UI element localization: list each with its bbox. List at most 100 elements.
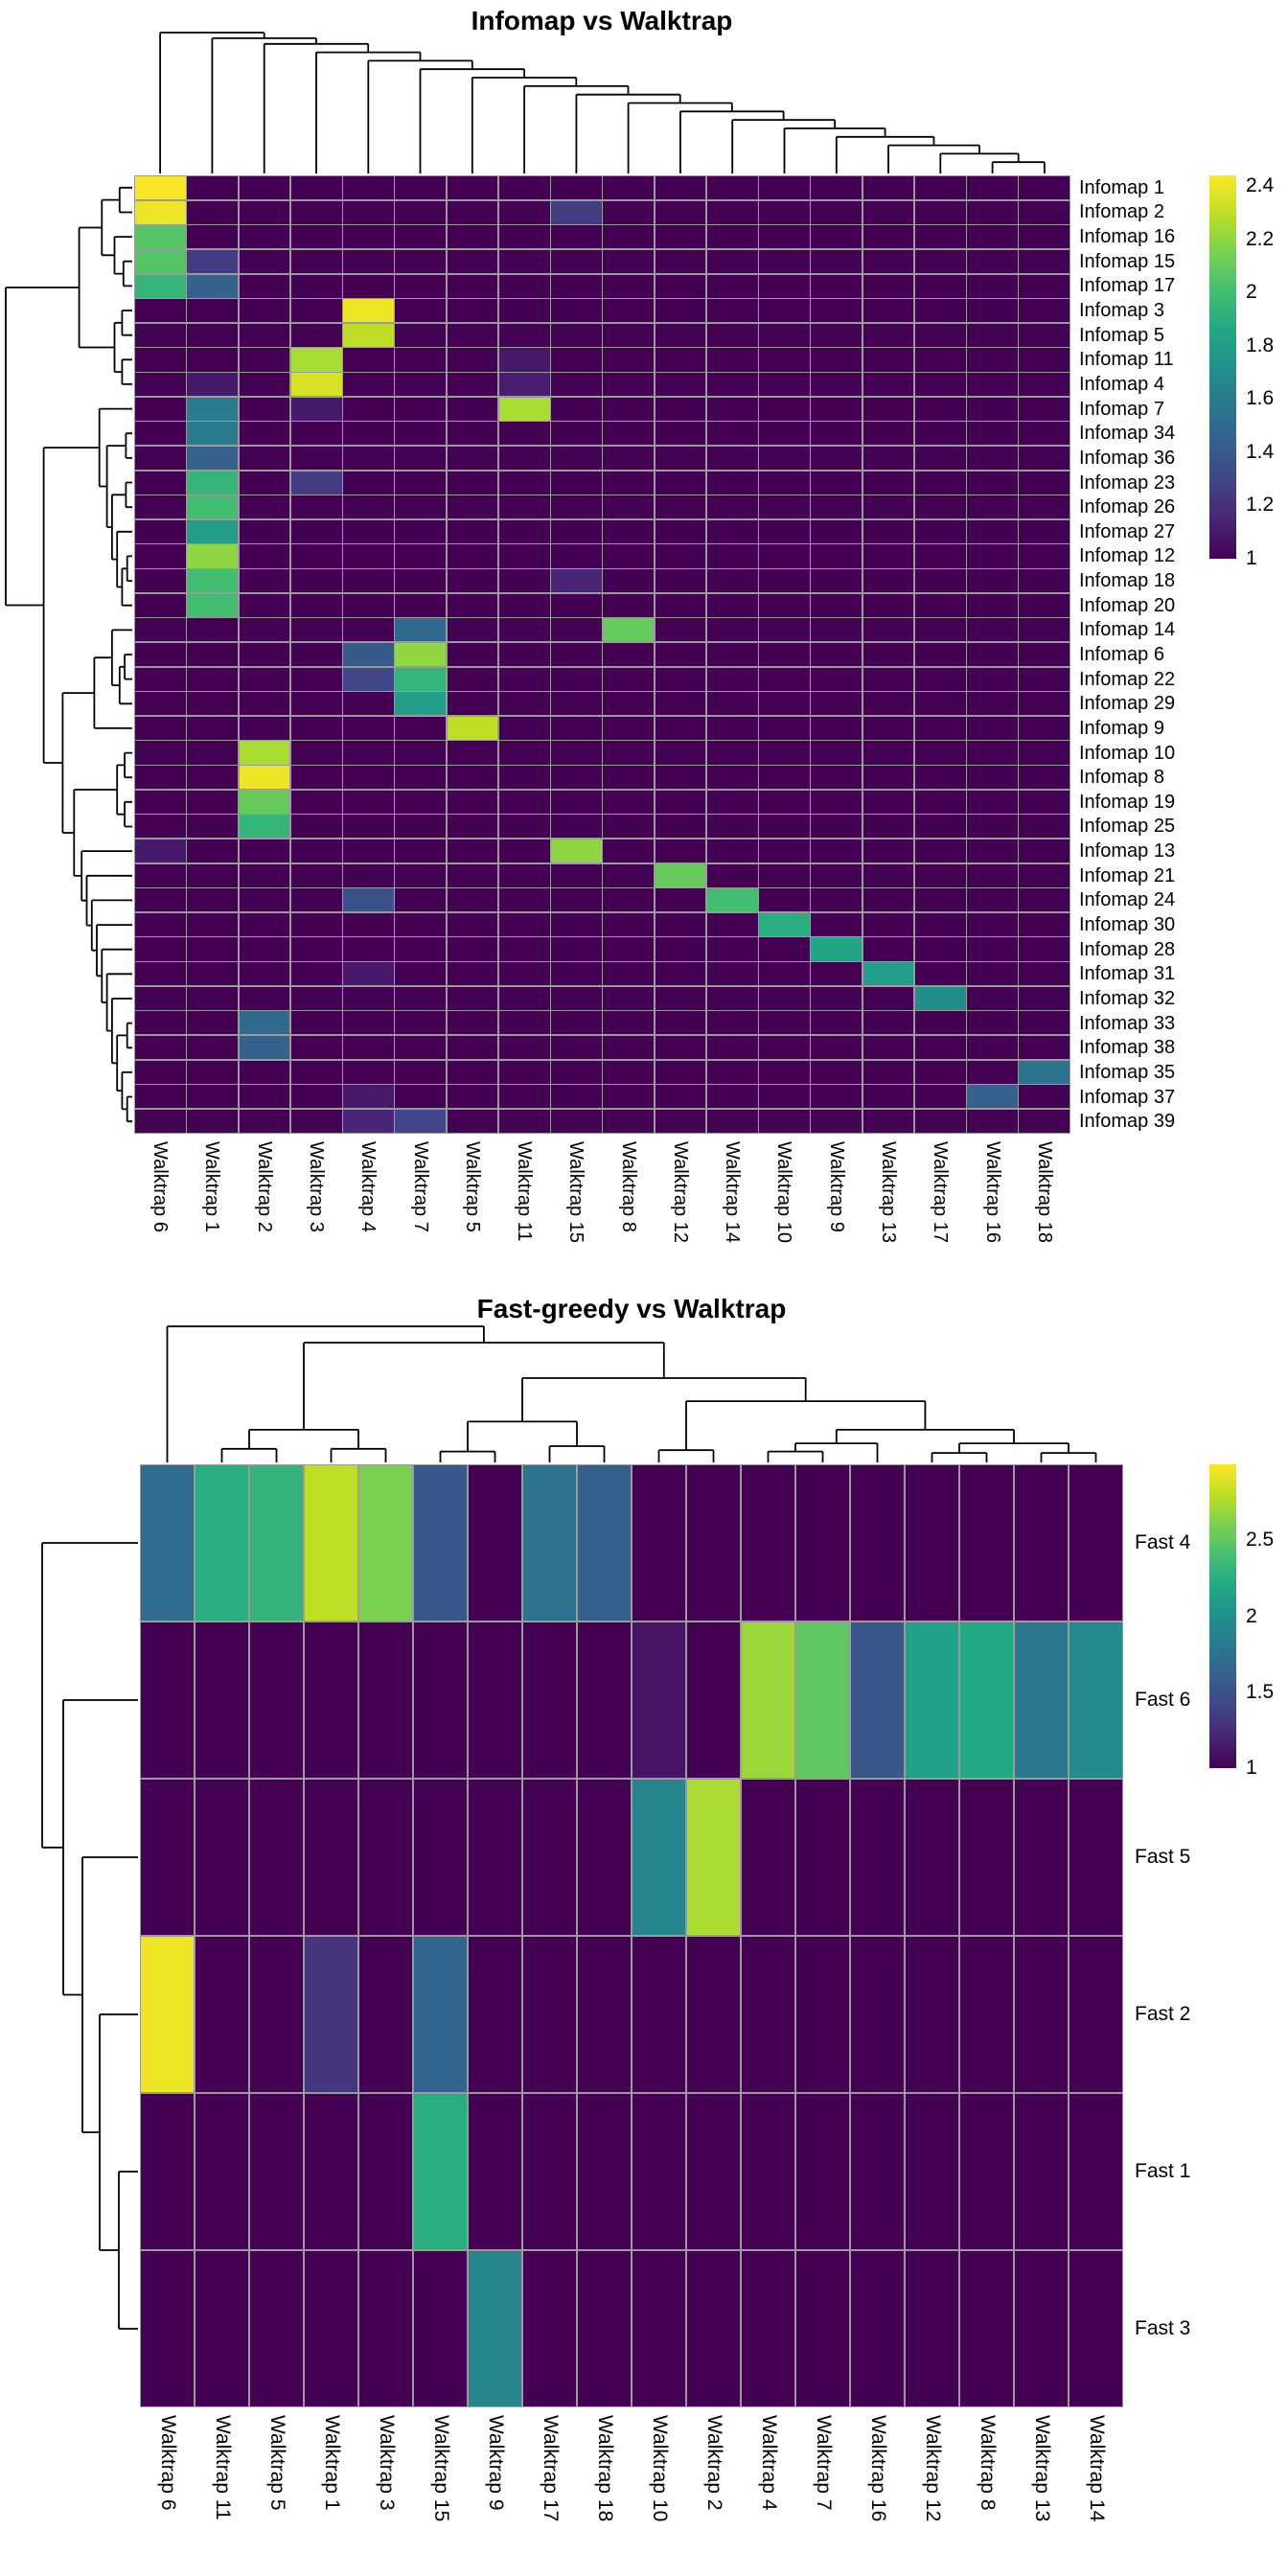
- heatmap-cell: [239, 397, 290, 421]
- heatmap-cell: [741, 1936, 795, 2093]
- heatmap-cell: [603, 397, 654, 421]
- heatmap-cell: [551, 1035, 602, 1060]
- heatmap-cell: [239, 1035, 290, 1060]
- heatmap-cell: [706, 815, 758, 839]
- heatmap-cell: [632, 1779, 686, 1936]
- colorbar-gradient: [1209, 1464, 1236, 1768]
- heatmap-cell: [447, 716, 498, 740]
- heatmap-cell: [395, 373, 446, 397]
- heatmap-cell: [603, 1011, 654, 1035]
- heatmap-cell: [395, 642, 446, 667]
- heatmap-cell: [187, 176, 238, 200]
- heatmap-cell: [187, 569, 238, 593]
- heatmap-cell: [358, 1622, 413, 1779]
- heatmap-cell: [1019, 1060, 1070, 1084]
- heatmap-cell: [686, 1779, 741, 1936]
- heatmap-cell: [187, 397, 238, 421]
- heatmap-cell: [135, 790, 186, 814]
- heatmap-cell: [811, 642, 862, 667]
- heatmap-cell: [447, 348, 498, 372]
- heatmap-cell: [395, 667, 446, 691]
- heatmap-cell: [498, 495, 550, 519]
- heatmap-cell: [447, 790, 498, 814]
- heatmap-cell: [551, 863, 602, 887]
- row-label: Infomap 28: [1079, 938, 1176, 960]
- heatmap-cell: [447, 692, 498, 716]
- heatmap-cell: [1019, 692, 1070, 716]
- heatmap-cell: [304, 2093, 358, 2250]
- heatmap-cell: [343, 692, 394, 716]
- heatmap-cell: [290, 1060, 342, 1084]
- heatmap-cell: [135, 741, 186, 765]
- heatmap-cell: [195, 1465, 249, 1622]
- heatmap-cell: [141, 2250, 195, 2406]
- heatmap-cell: [706, 176, 758, 200]
- heatmap-cell: [135, 495, 186, 519]
- heatmap-grid: [140, 1464, 1123, 2407]
- heatmap-cell: [447, 471, 498, 494]
- heatmap-cell: [914, 667, 966, 691]
- heatmap-cell: [862, 1035, 914, 1060]
- heatmap-cell: [811, 348, 862, 372]
- heatmap-cell: [706, 766, 758, 790]
- heatmap-cell: [850, 1779, 905, 1936]
- heatmap-cell: [811, 569, 862, 593]
- heatmap-cell: [862, 373, 914, 397]
- heatmap-cell: [967, 176, 1018, 200]
- heatmap-cell: [522, 2093, 577, 2250]
- heatmap-cell: [522, 1465, 577, 1622]
- column-label: Walktrap 6: [156, 2415, 179, 2511]
- column-label: Walktrap 11: [211, 2415, 234, 2520]
- heatmap-cell: [498, 766, 550, 790]
- heatmap-cell: [343, 495, 394, 519]
- heatmap-cell: [759, 937, 810, 961]
- heatmap-cell: [343, 519, 394, 543]
- heatmap-cell: [603, 593, 654, 617]
- heatmap-cell: [290, 225, 342, 249]
- heatmap-cell: [1019, 446, 1070, 471]
- heatmap-cell: [551, 912, 602, 936]
- heatmap-cell: [187, 422, 238, 446]
- column-label: Walktrap 11: [514, 1141, 536, 1242]
- heatmap-cell: [135, 986, 186, 1010]
- heatmap-cell: [187, 986, 238, 1010]
- heatmap-cell: [706, 471, 758, 494]
- column-label: Walktrap 18: [593, 2415, 616, 2522]
- column-label: Walktrap 1: [320, 2415, 343, 2511]
- heatmap-cell: [1019, 815, 1070, 839]
- heatmap-cell: [759, 912, 810, 936]
- heatmap-cell: [395, 519, 446, 543]
- heatmap-cell: [706, 667, 758, 691]
- heatmap-cell: [862, 446, 914, 471]
- heatmap-cell: [706, 495, 758, 519]
- row-label: Infomap 7: [1079, 398, 1164, 420]
- heatmap-cell: [1069, 1779, 1122, 1936]
- heatmap-cell: [239, 519, 290, 543]
- heatmap-cell: [759, 1085, 810, 1109]
- heatmap-cell: [395, 888, 446, 912]
- heatmap-cell: [413, 1622, 468, 1779]
- heatmap-cell: [343, 1060, 394, 1084]
- heatmap-cell: [967, 1035, 1018, 1060]
- heatmap-cell: [413, 2093, 468, 2250]
- heatmap-cell: [1019, 176, 1070, 200]
- heatmap-cell: [249, 1465, 304, 1622]
- heatmap-cell: [447, 1109, 498, 1133]
- heatmap-cell: [967, 495, 1018, 519]
- heatmap-cell: [343, 839, 394, 863]
- heatmap-cell: [603, 176, 654, 200]
- heatmap-cell: [239, 692, 290, 716]
- heatmap-cell: [862, 593, 914, 617]
- heatmap-cell: [195, 1622, 249, 1779]
- heatmap-cell: [967, 1060, 1018, 1084]
- heatmap-cell: [135, 348, 186, 372]
- heatmap-cell: [603, 446, 654, 471]
- heatmap-cell: [290, 519, 342, 543]
- heatmap-cell: [343, 422, 394, 446]
- heatmap-cell: [522, 1622, 577, 1779]
- heatmap-cell: [343, 471, 394, 494]
- heatmap-cell: [862, 937, 914, 961]
- heatmap-cell: [187, 741, 238, 765]
- column-label: Walktrap 2: [702, 2415, 725, 2511]
- heatmap-cell: [1019, 1011, 1070, 1035]
